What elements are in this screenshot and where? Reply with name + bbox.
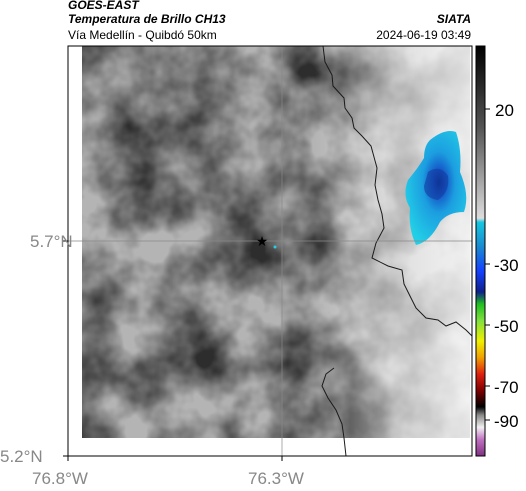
colorbar-tick-label: -90 (494, 412, 519, 431)
colorbar-tick-label: -50 (494, 317, 519, 336)
x-tick-label: 76.8°W (32, 469, 88, 488)
graticule (68, 46, 472, 456)
title-source: GOES-EAST (68, 0, 139, 12)
colorbar-ticks (485, 108, 490, 421)
title-org: SIATA (436, 12, 471, 26)
y-tick-label: 5.7°N (30, 232, 73, 251)
temperature-field (82, 46, 470, 438)
plot-frame (67, 45, 473, 457)
y-tick-label: 5.2°N (0, 447, 43, 466)
title-datetime: 2024-06-19 03:49 (376, 28, 471, 42)
axis-ticks (63, 240, 283, 461)
colorbar-tick-label: -70 (494, 378, 519, 397)
boundary-lines (321, 46, 472, 456)
colorbar-tick-label: -30 (494, 256, 519, 275)
star-icon: ★ (256, 234, 269, 250)
title-route: Vía Medellín - Quibdó 50km (68, 28, 217, 42)
colorbar-tick-label: 20 (495, 101, 514, 120)
colorbar (475, 45, 486, 457)
x-tick-label: 76.3°W (248, 469, 304, 488)
title-product: Temperatura de Brillo CH13 (68, 12, 226, 26)
